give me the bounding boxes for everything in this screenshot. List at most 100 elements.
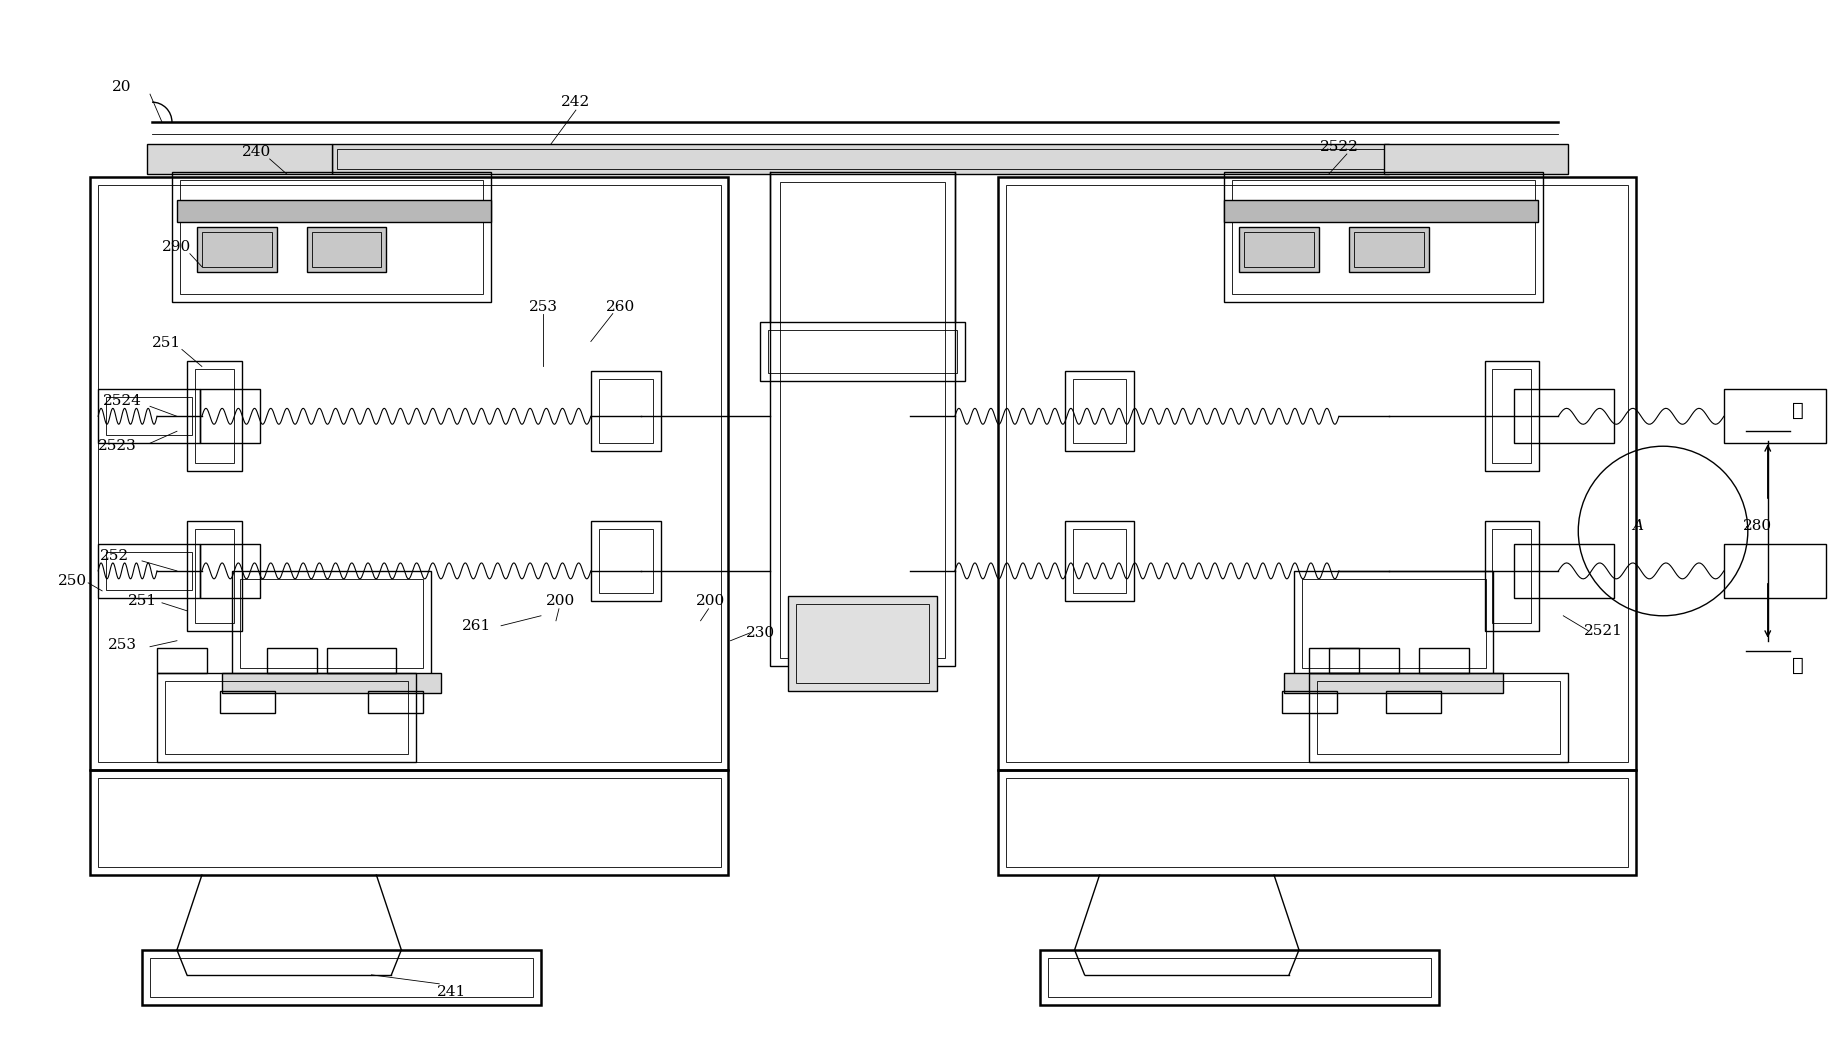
Bar	[1328, 647, 1398, 673]
Bar	[769, 172, 954, 665]
Bar	[1244, 231, 1314, 266]
Text: 241: 241	[436, 985, 465, 998]
Bar	[1072, 529, 1127, 593]
Bar	[99, 185, 720, 763]
Text: 280: 280	[1742, 519, 1772, 533]
Bar	[1293, 571, 1493, 676]
Text: 253: 253	[108, 638, 137, 651]
Bar	[1301, 579, 1484, 667]
Bar	[1224, 199, 1537, 222]
Text: 250: 250	[57, 574, 86, 588]
Bar	[1348, 227, 1427, 272]
Bar	[788, 596, 936, 691]
Bar	[141, 950, 540, 1005]
Bar	[1484, 521, 1539, 630]
Text: 20: 20	[112, 81, 132, 94]
Bar	[1722, 544, 1825, 597]
Text: 290: 290	[163, 240, 192, 254]
Bar	[106, 398, 192, 435]
Bar	[150, 958, 533, 996]
Bar	[1308, 673, 1568, 763]
Bar	[231, 571, 431, 676]
Text: 2523: 2523	[97, 439, 136, 453]
Bar	[147, 144, 332, 174]
Text: 下: 下	[1792, 657, 1803, 675]
Bar	[1281, 691, 1336, 713]
Bar	[202, 231, 271, 266]
Bar	[180, 180, 484, 294]
Bar	[1491, 529, 1530, 623]
Text: 200: 200	[696, 594, 725, 608]
Bar	[1284, 673, 1502, 693]
Bar	[1315, 680, 1559, 754]
Text: 261: 261	[462, 619, 491, 632]
Bar	[158, 673, 416, 763]
Text: 230: 230	[746, 626, 775, 640]
Bar	[768, 330, 956, 373]
Text: 251: 251	[128, 594, 156, 608]
Bar	[196, 227, 277, 272]
Bar	[1308, 647, 1358, 673]
Bar	[1231, 180, 1535, 294]
Text: 上: 上	[1792, 402, 1803, 420]
Bar	[1513, 389, 1614, 443]
Bar	[997, 770, 1636, 875]
Bar	[200, 544, 260, 597]
Bar	[187, 362, 242, 471]
Bar	[172, 172, 491, 301]
Bar	[997, 177, 1636, 770]
Bar	[194, 369, 234, 464]
Bar	[1224, 172, 1543, 301]
Text: 252: 252	[99, 549, 128, 563]
Bar	[1006, 779, 1627, 867]
Bar	[1064, 521, 1134, 601]
Text: A: A	[1632, 519, 1643, 533]
Bar	[222, 673, 442, 693]
Text: 200: 200	[546, 594, 575, 608]
Bar	[795, 604, 929, 682]
Bar	[1006, 185, 1627, 763]
Text: 251: 251	[152, 336, 181, 350]
Bar	[220, 691, 275, 713]
Text: 253: 253	[528, 299, 557, 314]
Bar	[158, 647, 207, 673]
Bar	[1513, 544, 1614, 597]
Text: 2524: 2524	[103, 395, 141, 408]
Bar	[1064, 371, 1134, 451]
Bar	[599, 529, 652, 593]
Bar	[1383, 144, 1568, 174]
Text: 2522: 2522	[1319, 140, 1358, 154]
Bar	[332, 144, 1389, 174]
Bar	[311, 231, 381, 266]
Bar	[90, 177, 727, 770]
Bar	[599, 380, 652, 443]
Bar	[306, 227, 387, 272]
Text: 2521: 2521	[1583, 624, 1621, 638]
Bar	[1048, 958, 1429, 996]
Bar	[780, 181, 945, 658]
Bar	[178, 199, 491, 222]
Bar	[337, 149, 1383, 169]
Bar	[99, 544, 200, 597]
Bar	[1484, 362, 1539, 471]
Bar	[1385, 691, 1440, 713]
Bar	[1418, 647, 1467, 673]
Bar	[590, 371, 660, 451]
Bar	[165, 680, 409, 754]
Text: 240: 240	[242, 145, 271, 159]
Bar	[1238, 227, 1319, 272]
Bar	[1039, 950, 1438, 1005]
Bar	[187, 521, 242, 630]
Bar	[106, 552, 192, 590]
Text: 260: 260	[606, 299, 636, 314]
Text: 242: 242	[561, 95, 590, 109]
Bar	[267, 647, 317, 673]
Bar	[99, 779, 720, 867]
Bar	[240, 579, 423, 667]
Bar	[1722, 389, 1825, 443]
Bar	[194, 529, 234, 623]
Bar	[1491, 369, 1530, 464]
Bar	[200, 389, 260, 443]
Bar	[1354, 231, 1423, 266]
Bar	[90, 770, 727, 875]
